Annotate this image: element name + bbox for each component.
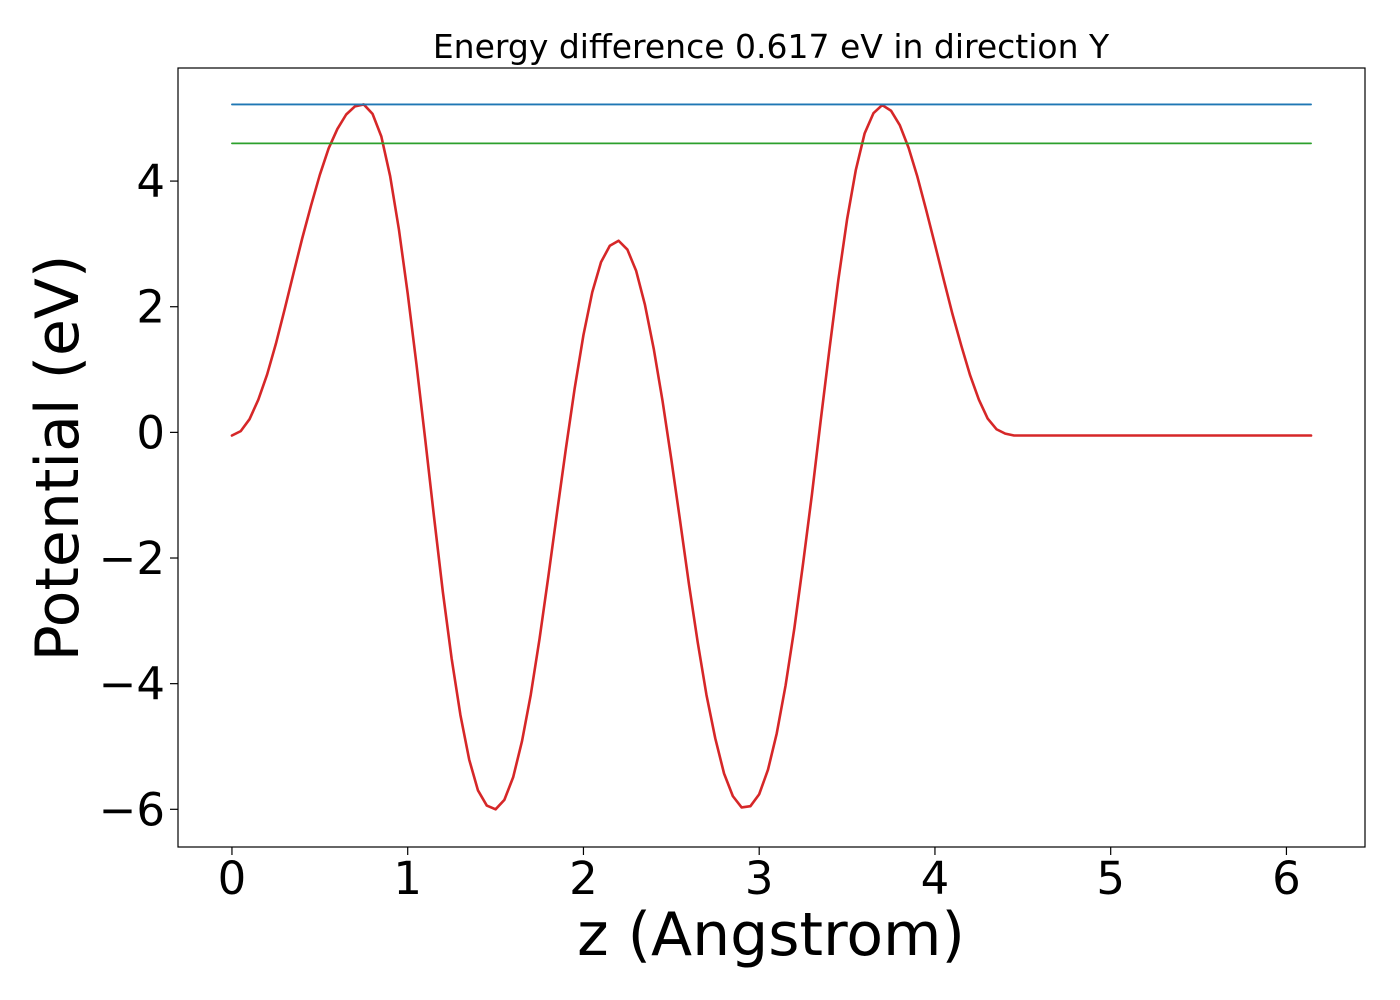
x-tick-label: 1 [393, 852, 422, 905]
x-tick-label: 4 [921, 852, 950, 905]
y-tick-label: 0 [136, 406, 165, 459]
x-tick-label: 6 [1272, 852, 1301, 905]
x-axis: 0 1 2 3 4 5 6 [218, 847, 1301, 905]
chart-title: Energy difference 0.617 eV in direction … [433, 27, 1110, 66]
plot-area [230, 103, 1313, 811]
y-tick-label: −6 [99, 783, 165, 836]
y-tick-label: 4 [136, 155, 165, 208]
y-axis: 4 2 0 −2 −4 −6 [99, 155, 178, 836]
x-tick-label: 0 [218, 852, 247, 905]
y-tick-label: −4 [99, 658, 165, 711]
x-tick-label: 2 [569, 852, 598, 905]
y-tick-label: −2 [99, 532, 165, 585]
x-tick-label: 3 [745, 852, 774, 905]
series-line-0 [230, 103, 1313, 811]
x-tick-label: 5 [1096, 852, 1125, 905]
x-axis-label: z (Angstrom) [577, 900, 965, 970]
plot-frame [177, 67, 1366, 848]
y-axis-label: Potential (eV) [23, 255, 93, 662]
y-tick-label: 2 [136, 281, 165, 334]
